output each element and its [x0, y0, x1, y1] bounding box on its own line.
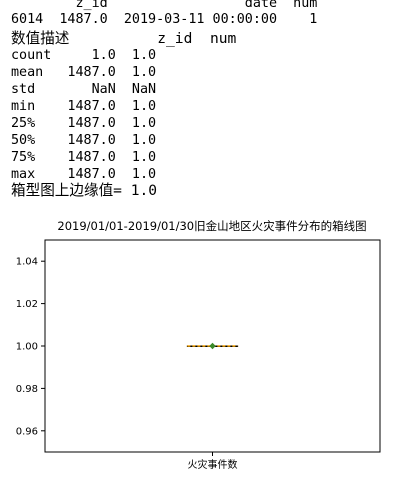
describe-max-line: max 1487.0 1.0 — [11, 167, 157, 182]
dataframe-row-line: 6014 1487.0 2019-03-11 00:00:00 1 — [11, 12, 318, 27]
describe-25-line: 25% 1487.0 1.0 — [11, 116, 157, 131]
y-tick-label: 1.02 — [16, 299, 38, 310]
box-group — [186, 342, 239, 350]
chart-title: 2019/01/01-2019/01/30旧金山地区火灾事件分布的箱线图 — [57, 219, 366, 233]
y-axis: 0.96 0.98 1.00 1.02 1.04 — [16, 257, 45, 437]
describe-std-line: std NaN NaN — [11, 82, 157, 97]
mean-marker — [209, 342, 216, 350]
describe-count-line: count 1.0 1.0 — [11, 48, 157, 63]
describe-75-line: 75% 1487.0 1.0 — [11, 150, 157, 165]
x-axis: 火灾事件数 — [188, 452, 238, 471]
upper-whisker-line: 箱型图上边缘值= 1.0 — [11, 182, 158, 199]
y-tick-label: 1.00 — [16, 342, 38, 353]
describe-50-line: 50% 1487.0 1.0 — [11, 133, 157, 148]
describe-header-line: 数值描述 z_id num — [11, 30, 237, 47]
x-tick-label: 火灾事件数 — [188, 458, 238, 471]
y-tick-label: 1.04 — [16, 257, 38, 268]
boxplot-chart: 2019/01/01-2019/01/30旧金山地区火灾事件分布的箱线图 0.9… — [16, 219, 381, 471]
describe-min-line: min 1487.0 1.0 — [11, 99, 157, 114]
y-tick-label: 0.96 — [16, 426, 38, 437]
describe-mean-line: mean 1487.0 1.0 — [11, 65, 157, 80]
y-tick-label: 0.98 — [16, 384, 38, 395]
dataframe-header-line: z_id date num — [11, 0, 318, 11]
